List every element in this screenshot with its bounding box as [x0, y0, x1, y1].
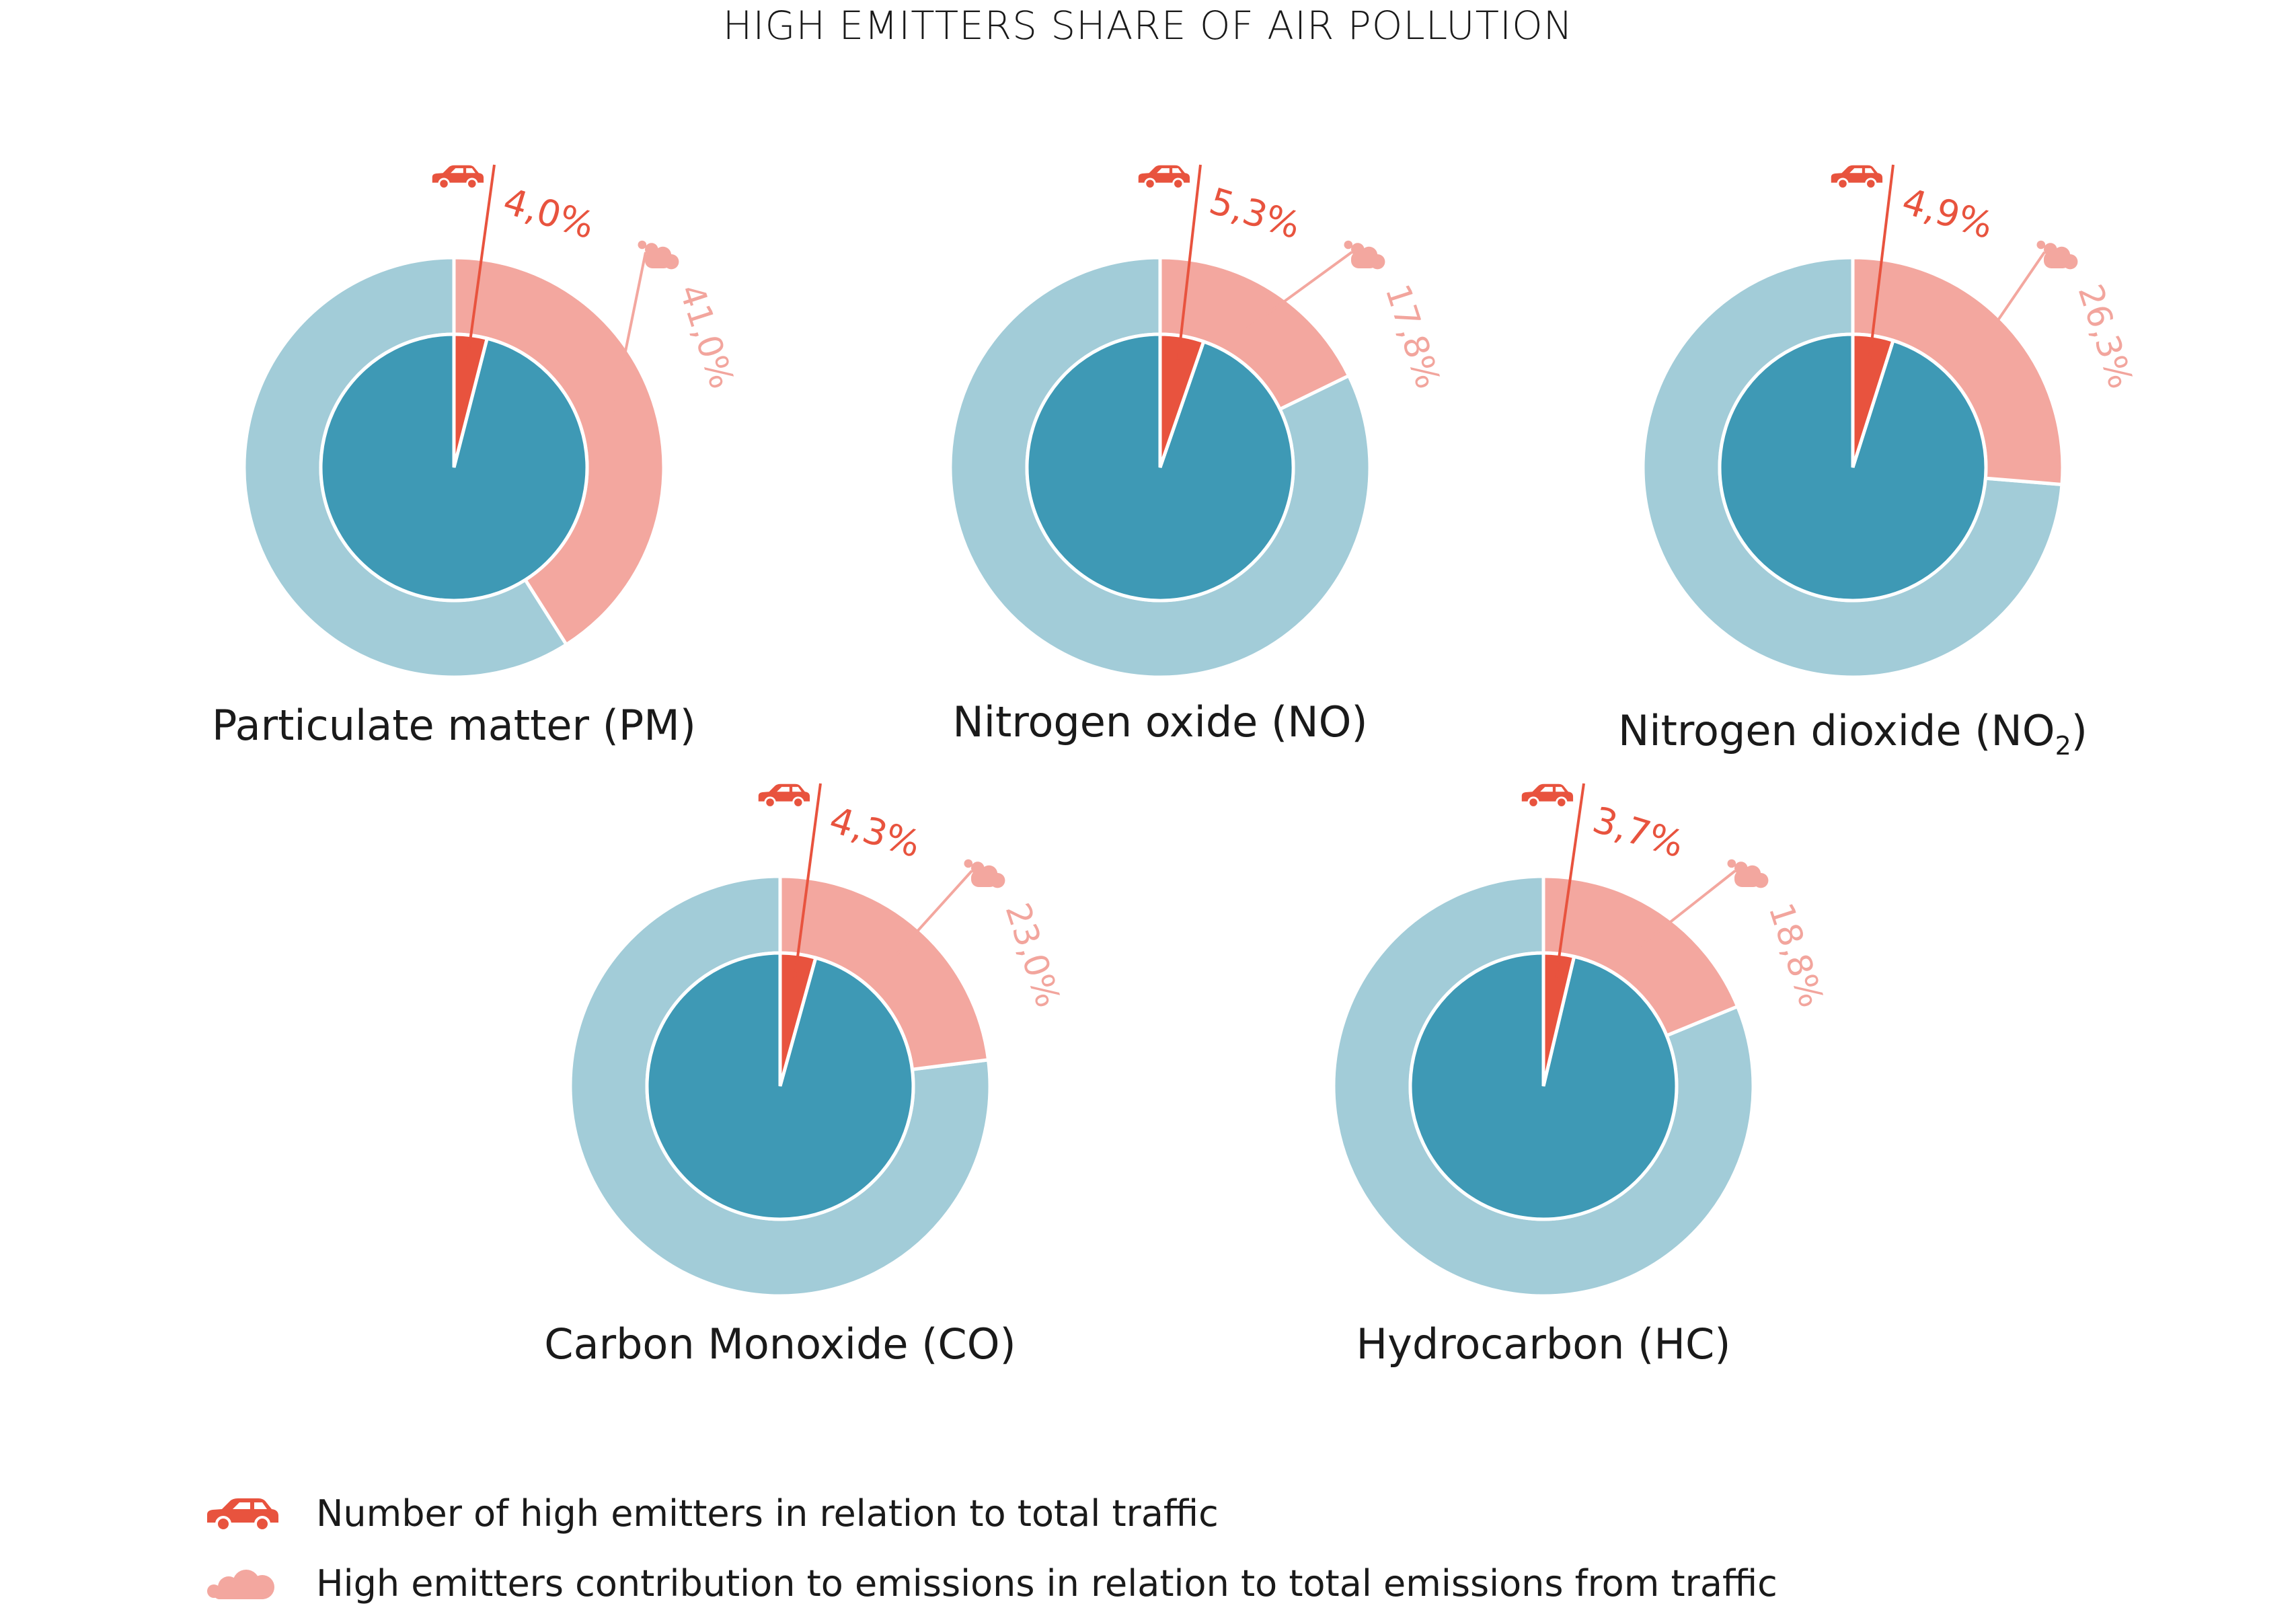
leader-line-emissions: [887, 870, 973, 964]
cloud-puff: [1344, 240, 1353, 250]
leader-line-vehicles: [1176, 164, 1202, 360]
donut-chart-1: 4,0% 41,0% Particulate matter (PM): [212, 164, 742, 750]
car-window: [451, 168, 463, 174]
car-wheel: [1527, 796, 1539, 808]
page-title: HIGH EMITTERS SHARE OF AIR POLLUTION: [722, 3, 1574, 48]
emissions-share-label: 18,8%: [1761, 898, 1831, 1012]
charts-canvas: 4,0% 41,0% Particulate matter (PM) 5,3% 17,8…: [212, 164, 2141, 1369]
car-icon: [207, 1498, 278, 1532]
cloud-base: [2044, 251, 2071, 268]
car-window: [1540, 787, 1553, 792]
donut-chart-5: 3,7% 18,8% Hydrocarbon (HC): [1332, 783, 1831, 1369]
car-icon: [1831, 165, 1883, 190]
leader-line-vehicles: [1868, 164, 1895, 360]
cloud-puff: [1727, 859, 1736, 868]
car-window: [1172, 168, 1182, 174]
cloud-puff: [638, 240, 647, 250]
car-window: [1556, 787, 1565, 792]
emissions-share-label: 41,0%: [672, 280, 742, 393]
car-window: [466, 168, 475, 174]
leader-line-emissions: [1972, 251, 2046, 358]
donut-chart-2: 5,3% 17,8% Nitrogen oxide (NO): [948, 164, 1448, 746]
leader-line-vehicles: [793, 783, 822, 979]
chart-label: Hydrocarbon (HC): [1356, 1319, 1731, 1369]
donut-chart-3: 4,9% 26,3% Nitrogen dioxide (NO2): [1618, 164, 2141, 761]
chart-label: Nitrogen dioxide (NO2): [1618, 706, 2088, 761]
chart-label: Nitrogen oxide (NO): [952, 697, 1367, 746]
chart-label-end: ): [2071, 706, 2088, 755]
car-icon: [432, 165, 484, 190]
vehicles-share-label: 3,7%: [1588, 798, 1689, 866]
smoke-cloud-icon: [1727, 859, 1769, 888]
legend-item-emissions: High emitters contribution to emissions …: [202, 1556, 1777, 1610]
leader-line-emissions: [609, 252, 647, 422]
cloud-base: [1351, 251, 1378, 268]
chart-label-subscript: 2: [2055, 731, 2071, 761]
cloud-base: [971, 870, 998, 887]
car-icon: [758, 783, 810, 808]
vehicles-share-label: 5,3%: [1204, 180, 1305, 247]
emissions-share-label: 26,3%: [2071, 280, 2141, 393]
car-wheel: [438, 178, 450, 190]
car-wheel: [792, 796, 804, 808]
car-wheel: [1144, 178, 1156, 190]
car-window: [1157, 168, 1170, 174]
car-window: [1849, 168, 1862, 174]
smoke-cloud-icon: [964, 859, 1005, 888]
cloud-puff: [2036, 240, 2046, 250]
emissions-share-label: 23,0%: [998, 898, 1068, 1012]
cloud-base: [1734, 870, 1761, 887]
emissions-share-label: 17,8%: [1378, 280, 1448, 393]
leader-line-vehicles: [1554, 783, 1585, 979]
cloud-base: [645, 251, 672, 268]
chart-label: Carbon Monoxide (CO): [544, 1319, 1016, 1369]
smoke-cloud-icon: [1344, 240, 1385, 270]
smoke-cloud-icon: [2036, 240, 2078, 270]
vehicles-share-label: 4,9%: [1897, 180, 1998, 247]
leader-line-emissions: [1634, 870, 1736, 952]
car-wheel: [1865, 178, 1877, 190]
car-icon: [1521, 783, 1574, 808]
donut-chart-4: 4,3% 23,0% Carbon Monoxide (CO): [544, 783, 1068, 1369]
car-wheel: [1837, 178, 1849, 190]
car-window: [792, 787, 802, 792]
smoke-cloud-icon: [638, 240, 679, 270]
car-wheel: [1556, 796, 1568, 808]
car-window: [1865, 168, 1874, 174]
legend-item-vehicles: Number of high emitters in relation to t…: [202, 1486, 1219, 1540]
legend-text-vehicles: Number of high emitters in relation to t…: [316, 1492, 1219, 1535]
legend-text-emissions: High emitters contribution to emissions …: [316, 1562, 1777, 1605]
car-wheel: [466, 178, 478, 190]
car-wheel: [764, 796, 776, 808]
car-wheel: [1172, 178, 1184, 190]
car-window: [777, 787, 790, 792]
leader-line-emissions: [1246, 251, 1353, 330]
vehicles-share-label: 4,0%: [498, 180, 599, 247]
smoke-cloud-icon: [207, 1570, 274, 1599]
vehicles-share-label: 4,3%: [825, 798, 925, 866]
chart-label: Particulate matter (PM): [212, 701, 696, 750]
cloud-puff: [964, 859, 973, 868]
car-icon: [1138, 165, 1190, 190]
leader-line-vehicles: [466, 164, 496, 360]
